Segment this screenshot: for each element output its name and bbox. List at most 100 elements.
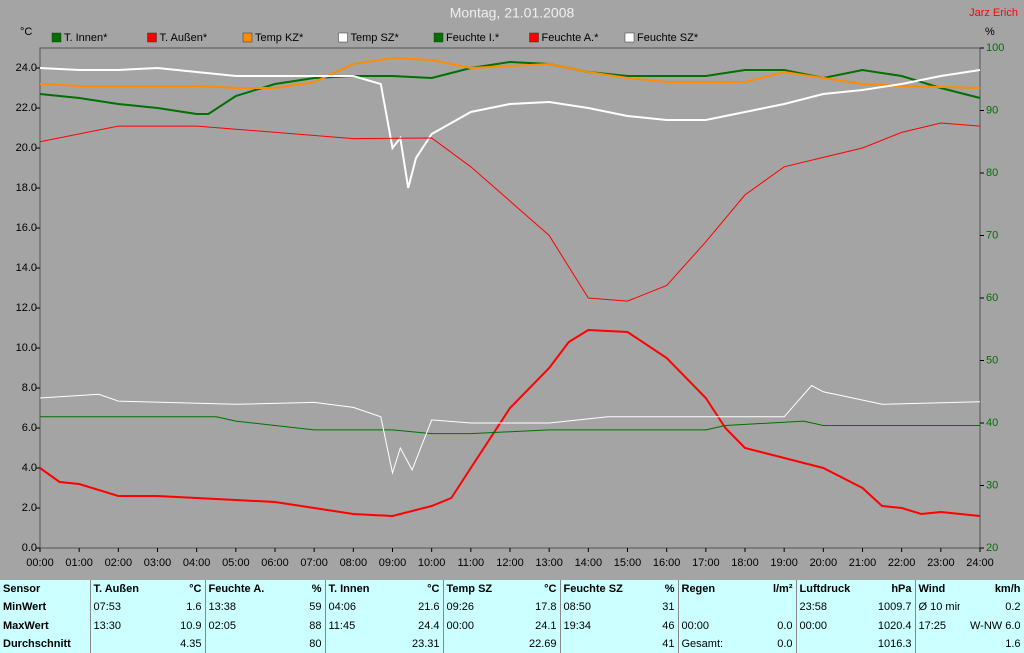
table-cell: km/h <box>960 580 1024 599</box>
table-cell: 04:06 <box>328 601 357 614</box>
table-cell: hPa <box>856 580 916 599</box>
table-cell: 09:26 <box>446 601 475 614</box>
x-tick-label: 08:00 <box>340 557 368 569</box>
y-tick-label: 20.0 <box>16 142 37 154</box>
table-cell: 02:05 <box>208 619 237 632</box>
series-line <box>39 384 981 475</box>
table-cell: 1.6 <box>960 634 1024 653</box>
table-cell: Gesamt: <box>681 637 724 650</box>
y-tick-label: 6.0 <box>22 422 37 434</box>
y2-tick-label: 20 <box>986 542 998 554</box>
y2-tick-label: 60 <box>986 292 998 304</box>
table-cell <box>678 598 741 616</box>
x-tick-label: 14:00 <box>575 557 603 569</box>
x-tick-label: 23:00 <box>927 557 955 569</box>
stats-table: Sensor T. Außen °C Feuchte A.% T. Innen °C Tem… <box>0 580 1024 653</box>
y-tick-label: 10.0 <box>16 342 37 354</box>
table-cell: °C <box>150 580 206 599</box>
table-cell: 59 <box>270 598 326 617</box>
table-cell: 10.9 <box>150 616 206 635</box>
table-cell: W-NW 6.0 <box>960 616 1024 635</box>
table-cell: 22.69 <box>503 634 561 653</box>
y2-tick-label: 70 <box>986 229 998 241</box>
table-cell: 0.0 <box>741 634 797 653</box>
table-cell <box>325 635 385 653</box>
table-cell: Feuchte A. <box>208 583 265 596</box>
table-cell: °C <box>503 580 561 599</box>
table-cell: l/m² <box>741 580 797 599</box>
table-cell <box>443 635 503 653</box>
table-cell: 46 <box>623 616 679 635</box>
table-cell: 0.2 <box>960 598 1024 617</box>
table-cell <box>741 598 797 617</box>
x-tick-label: 02:00 <box>105 557 133 569</box>
legend-label: Temp KZ* <box>255 32 304 44</box>
y2-tick-label: 100 <box>986 42 1004 54</box>
table-cell: T. Innen <box>328 583 370 596</box>
table-cell: 1016.3 <box>856 634 916 653</box>
y2-tick-label: 50 <box>986 354 998 366</box>
legend-label: Feuchte SZ* <box>637 32 699 44</box>
series-line <box>39 66 981 189</box>
series-line <box>39 56 981 89</box>
table-cell: 23.31 <box>385 634 444 653</box>
x-tick-label: 10:00 <box>418 557 446 569</box>
y-tick-label: 8.0 <box>22 382 37 394</box>
x-tick-label: 06:00 <box>261 557 289 569</box>
table-cell: 24.4 <box>385 616 444 635</box>
x-tick-label: 01:00 <box>65 557 93 569</box>
x-tick-label: 17:00 <box>692 557 720 569</box>
table-cell: 00:00 <box>681 619 710 632</box>
table-cell: MaxWert <box>0 616 91 635</box>
x-tick-label: 16:00 <box>653 557 681 569</box>
table-cell: MinWert <box>0 598 91 617</box>
legend-label: Feuchte A.* <box>542 32 600 44</box>
table-cell: 41 <box>623 634 679 653</box>
table-cell: 23:58 <box>799 601 828 614</box>
x-tick-label: 03:00 <box>144 557 172 569</box>
legend-label: Temp SZ* <box>351 32 400 44</box>
legend-label: Feuchte I.* <box>446 32 500 44</box>
table-cell: 13:38 <box>208 601 237 614</box>
y2-tick-label: 90 <box>986 104 998 116</box>
legend-swatch <box>624 32 635 43</box>
table-cell: 08:50 <box>563 601 592 614</box>
table-cell: Temp SZ <box>446 583 493 596</box>
x-tick-label: 05:00 <box>222 557 250 569</box>
table-cell: 4.35 <box>150 634 206 653</box>
y2-axis-label: % <box>985 26 995 38</box>
x-tick-label: 12:00 <box>496 557 524 569</box>
y2-tick-label: 30 <box>986 479 998 491</box>
table-cell: Luftdruck <box>799 583 851 596</box>
table-cell <box>915 635 960 653</box>
legend-swatch <box>147 32 157 43</box>
table-cell: 1020.4 <box>856 616 916 635</box>
table-cell: 31 <box>623 598 679 617</box>
x-tick-label: 11:00 <box>457 557 484 569</box>
y-tick-label: 2.0 <box>22 502 37 514</box>
table-cell: 21.6 <box>385 598 444 617</box>
table-cell: 17.8 <box>503 598 561 617</box>
table-cell: Wind <box>918 583 946 596</box>
x-tick-label: 21:00 <box>849 557 877 569</box>
y-tick-label: 0.0 <box>22 542 37 554</box>
table-cell: Regen <box>681 583 716 596</box>
y-tick-label: 16.0 <box>16 222 37 234</box>
x-tick-label: 09:00 <box>379 557 407 569</box>
table-cell: T. Außen <box>93 583 139 596</box>
table-cell: Feuchte SZ <box>563 583 623 596</box>
x-tick-label: 00:00 <box>26 557 54 569</box>
y-tick-label: 12.0 <box>16 302 37 314</box>
x-tick-label: 22:00 <box>888 557 916 569</box>
table-cell: 17:25 <box>918 619 947 632</box>
y-tick-label: 24.0 <box>16 62 37 74</box>
plot-frame <box>39 47 981 549</box>
table-cell: 0.0 <box>741 616 797 635</box>
series-line <box>39 328 981 518</box>
table-cell: % <box>623 580 679 599</box>
legend-swatch <box>529 32 539 43</box>
y-tick-label: 18.0 <box>16 182 37 194</box>
chart-title: Montag, 21.01.2008 <box>450 5 575 21</box>
legend-swatch <box>51 32 62 43</box>
